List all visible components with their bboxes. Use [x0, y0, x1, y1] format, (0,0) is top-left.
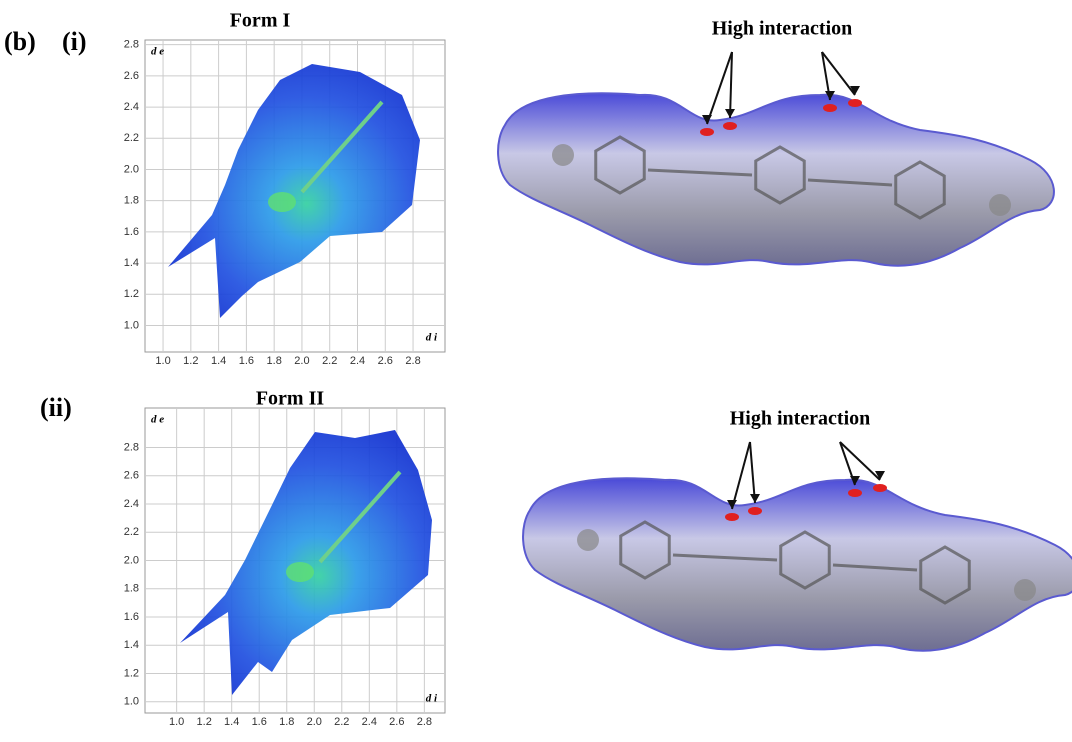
y-tick-label: 1.4	[124, 639, 139, 651]
contact-spot	[848, 489, 862, 497]
fingerprint-plot: 1.0 1.2 1.4 1.6 1.8 2.0 2.2 2.4 2.6 2.8 1.0 1.2 1.4 1…	[124, 39, 445, 367]
contact-spot	[873, 484, 887, 492]
density-peak	[286, 562, 314, 582]
contact-spot	[723, 122, 737, 130]
arrow	[822, 52, 855, 95]
panel-title: Form I	[230, 10, 291, 32]
x-tick-label: 2.2	[322, 355, 337, 367]
hirshfeld-surface	[523, 478, 1072, 650]
panel-label: (i)	[62, 27, 87, 56]
y-tick-label: 2.8	[124, 39, 139, 51]
y-tick-label: 2.2	[124, 526, 139, 538]
y-tick-label: 2.6	[124, 70, 139, 82]
y-tick-label: 2.6	[124, 470, 139, 482]
y-tick-label: 2.0	[124, 163, 139, 175]
x-tick-label: 1.4	[224, 716, 239, 728]
x-tick-label: 1.2	[197, 716, 212, 728]
figure-label: (b)	[4, 27, 36, 56]
y-tick-label: 1.8	[124, 583, 139, 595]
y-tick-label: 2.8	[124, 441, 139, 453]
x-axis-label: d i	[426, 332, 438, 344]
y-tick-label: 1.2	[124, 667, 139, 679]
x-tick-label: 1.6	[252, 716, 267, 728]
annotation: High interaction	[730, 408, 871, 430]
hirshfeld-surface	[498, 93, 1054, 265]
atom	[577, 529, 599, 551]
y-tick-label: 1.6	[124, 611, 139, 623]
y-tick-label: 2.4	[124, 101, 139, 113]
panel-title: Form II	[256, 388, 325, 410]
contact-spot	[700, 128, 714, 136]
x-tick-label: 1.0	[155, 355, 170, 367]
x-tick-label: 2.2	[334, 716, 349, 728]
arrow	[732, 442, 750, 509]
y-tick-label: 2.0	[124, 554, 139, 566]
x-tick-label: 1.8	[279, 716, 294, 728]
y-tick-label: 1.0	[124, 696, 139, 708]
figure: (b) (i) Form I High interaction (ii) For…	[0, 0, 1072, 742]
atom	[552, 144, 574, 166]
x-tick-label: 2.4	[350, 355, 365, 367]
y-tick-label: 1.2	[124, 288, 139, 300]
x-tick-label: 2.6	[389, 716, 404, 728]
y-tick-label: 2.4	[124, 498, 139, 510]
y-tick-label: 2.2	[124, 132, 139, 144]
annotation: High interaction	[712, 18, 853, 40]
density-peak	[268, 192, 296, 212]
contact-spot	[848, 99, 862, 107]
x-axis-label: d i	[426, 693, 438, 705]
contact-spot	[725, 513, 739, 521]
x-tick-label: 2.0	[294, 355, 309, 367]
x-tick-label: 1.6	[239, 355, 254, 367]
atom	[989, 194, 1011, 216]
x-tick-label: 2.8	[417, 716, 432, 728]
x-tick-label: 2.0	[307, 716, 322, 728]
y-tick-label: 1.8	[124, 195, 139, 207]
y-tick-label: 1.0	[124, 319, 139, 331]
x-tick-label: 1.0	[169, 716, 184, 728]
x-tick-label: 1.8	[267, 355, 282, 367]
y-tick-label: 1.4	[124, 257, 139, 269]
x-tick-label: 2.6	[378, 355, 393, 367]
contact-spot	[823, 104, 837, 112]
contact-spot	[748, 507, 762, 515]
surface	[498, 93, 1054, 265]
y-tick-label: 1.6	[124, 226, 139, 238]
surface	[523, 478, 1072, 650]
arrow	[750, 442, 755, 503]
atom	[1014, 579, 1036, 601]
y-axis-label: d e	[151, 414, 164, 426]
arrow	[730, 52, 732, 118]
x-tick-label: 1.4	[211, 355, 226, 367]
x-tick-label: 2.4	[362, 716, 377, 728]
y-axis-label: d e	[151, 46, 164, 58]
x-tick-label: 2.8	[405, 355, 420, 367]
x-tick-label: 1.2	[183, 355, 198, 367]
panel-label: (ii)	[40, 393, 72, 422]
fingerprint-plot: 1.0 1.2 1.4 1.6 1.8 2.0 2.2 2.4 2.6 2.8 1.0 1.2 1.4 1…	[124, 408, 445, 728]
